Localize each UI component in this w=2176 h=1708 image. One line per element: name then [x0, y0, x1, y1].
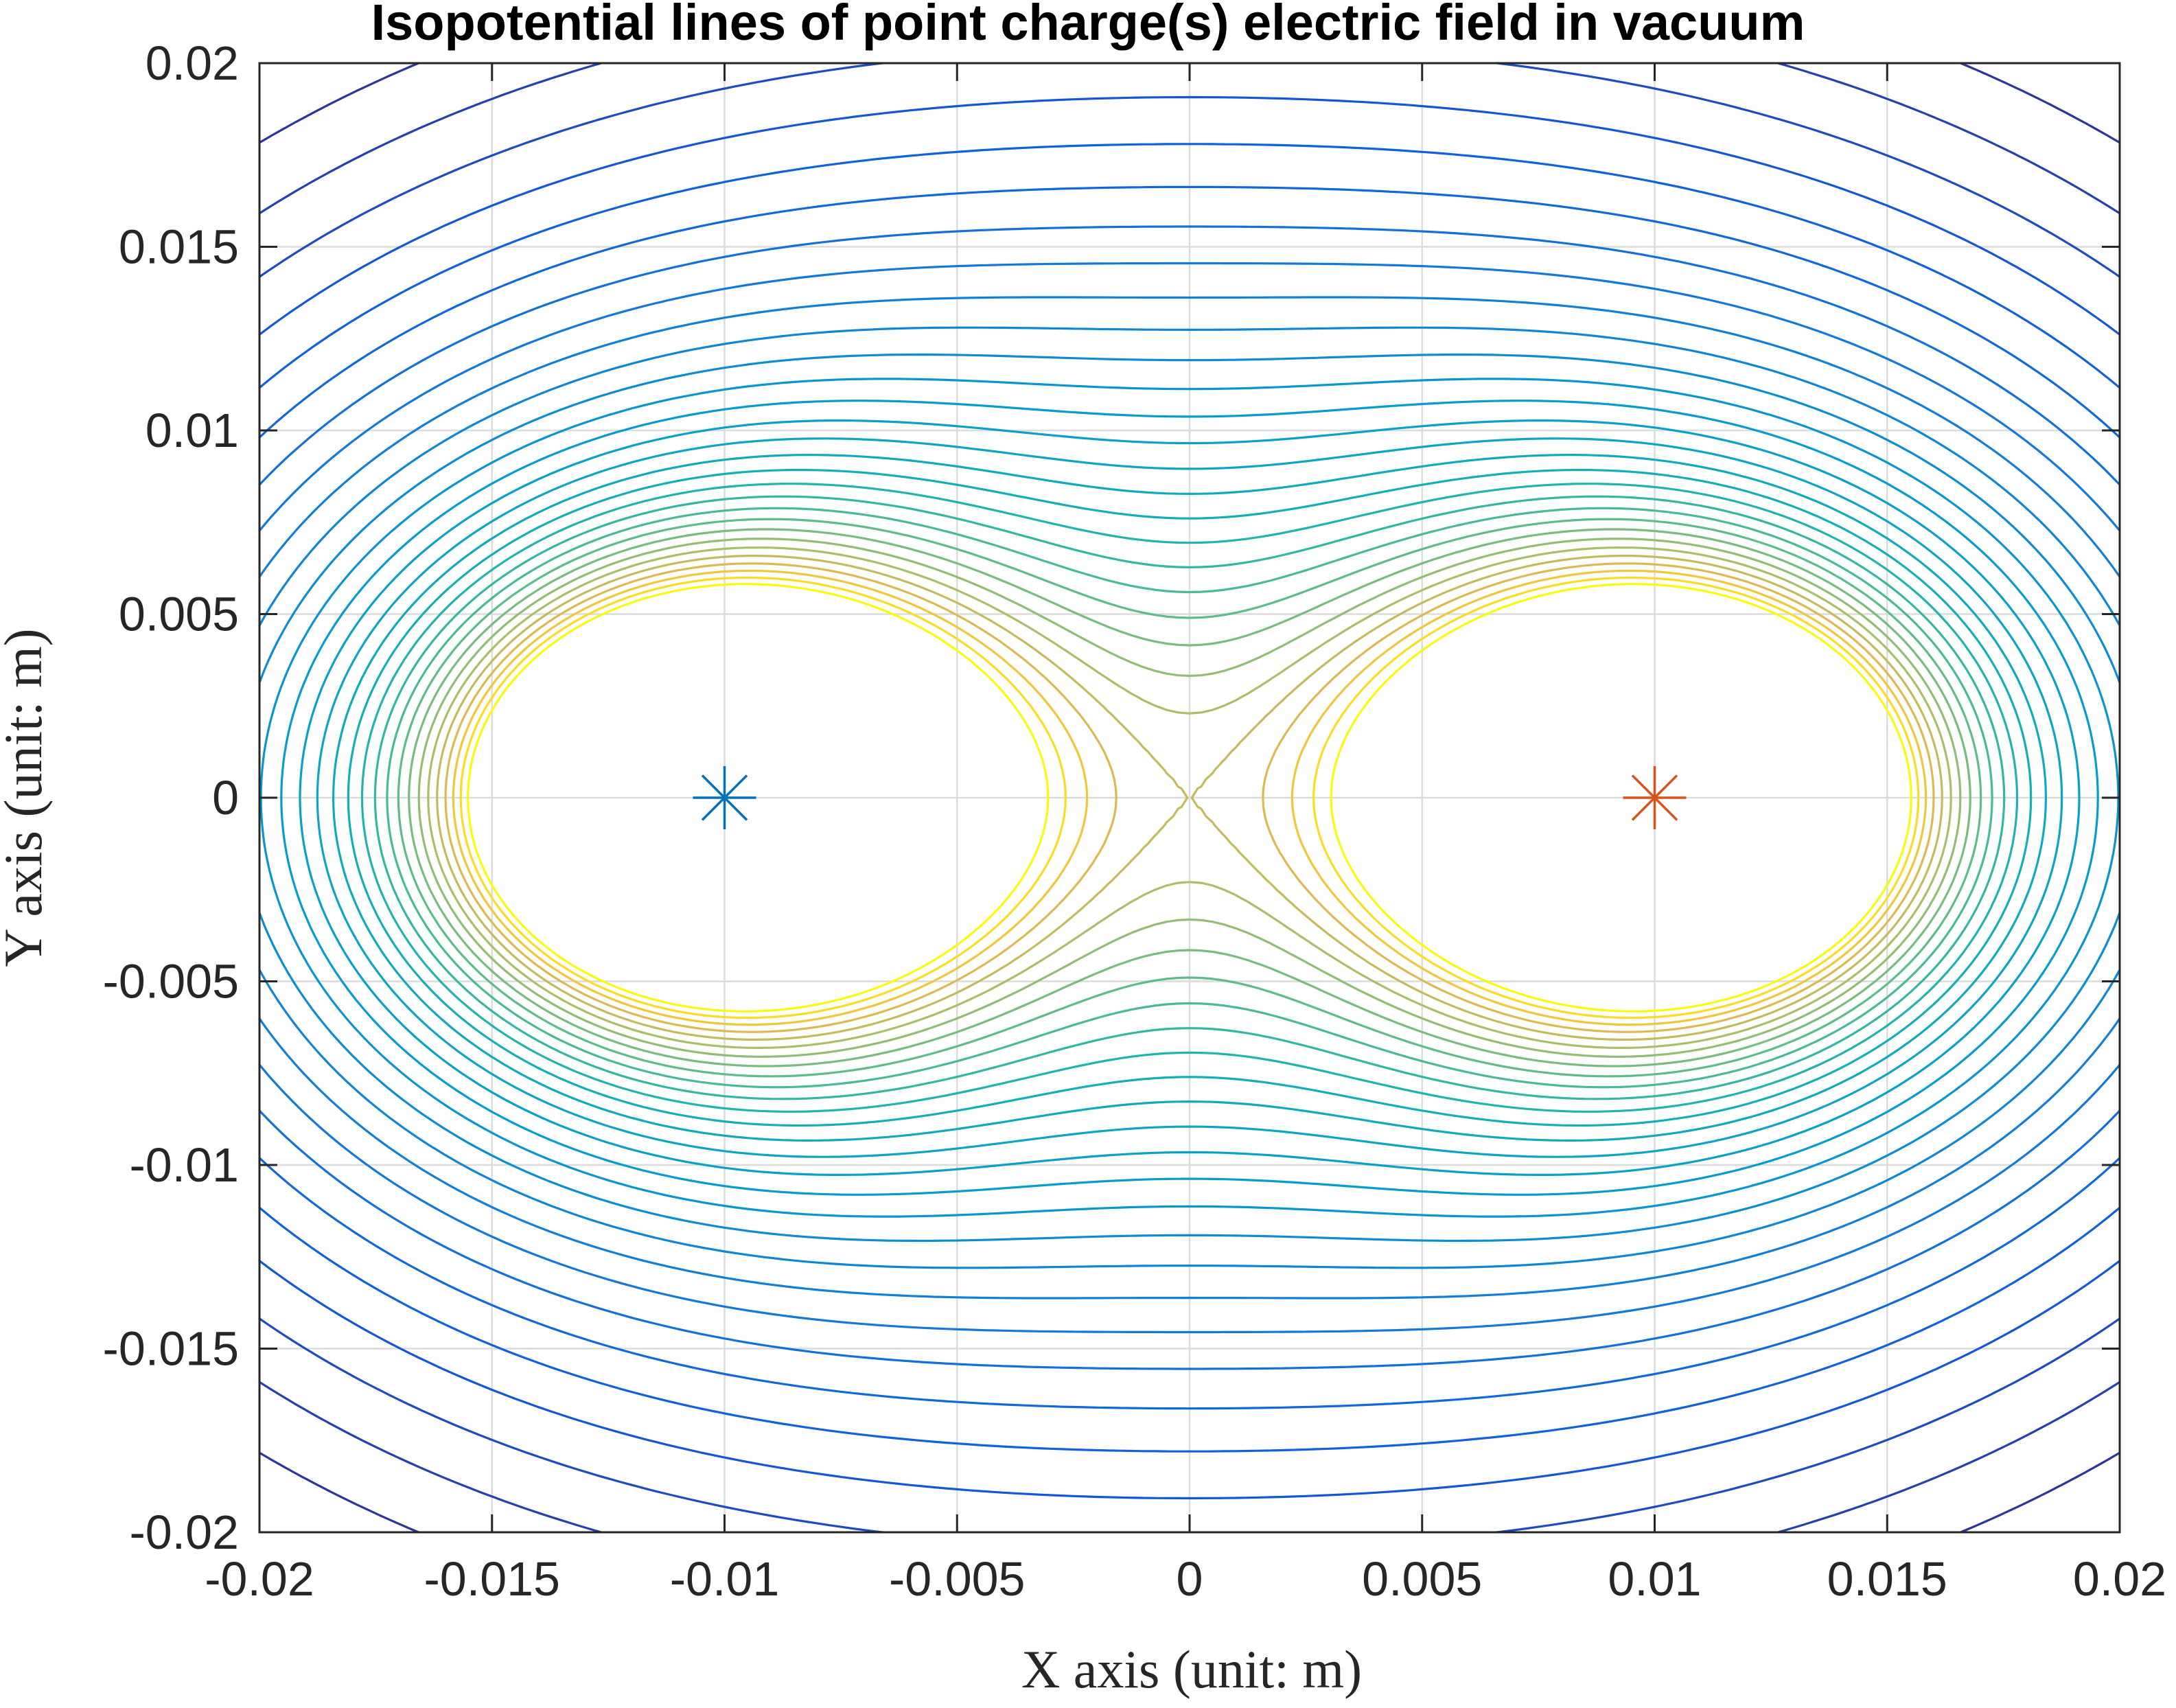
- axis-ticks: [258, 62, 2121, 1534]
- charge-marker-1: [1623, 766, 1687, 829]
- charge-marker-0: [693, 766, 756, 829]
- contour-line-8: [258, 262, 2121, 1334]
- contour-line-15: [316, 437, 2063, 1158]
- contour-line-12: [259, 378, 2120, 1218]
- contour-line-26: [444, 562, 1935, 1033]
- contour-line-20: [386, 507, 1993, 1089]
- contour-line-7: [258, 225, 2121, 1370]
- contour-line-1: [258, 62, 2121, 1534]
- contour-line-18: [360, 483, 2019, 1113]
- contour-line-22: [408, 528, 1971, 1068]
- x-tick-label: 0.01: [1608, 1552, 1701, 1606]
- charge-marker-stroke: [701, 774, 748, 821]
- contour-line-21: [397, 518, 1982, 1078]
- x-tick-label: -0.005: [889, 1552, 1025, 1606]
- contour-line-28: [459, 576, 1920, 1019]
- contour-line-5: [258, 143, 2121, 1453]
- contour-line-2: [258, 62, 2121, 1534]
- chart-title: Isopotential lines of point charge(s) el…: [371, 0, 1805, 51]
- contour-line-6: [258, 185, 2121, 1410]
- contour-line-17: [347, 468, 2033, 1127]
- y-tick-label: -0.02: [129, 1505, 239, 1559]
- contour-line-25: [436, 555, 1943, 1041]
- x-tick-label: -0.01: [670, 1552, 780, 1606]
- y-tick-label: -0.01: [129, 1138, 239, 1192]
- x-tick-label: -0.015: [424, 1552, 560, 1606]
- x-tick-label: -0.02: [205, 1552, 314, 1606]
- contour-line-27: [452, 569, 1928, 1026]
- contour-line-13: [280, 400, 2099, 1196]
- y-tick-label: 0.015: [119, 220, 239, 274]
- y-tick-label: 0.005: [119, 588, 239, 641]
- contour-line-16: [332, 454, 2047, 1142]
- y-tick-label: 0.02: [146, 36, 239, 90]
- y-tick-label: 0: [212, 771, 239, 824]
- y-axis-label: Y axis (unit: m): [0, 628, 53, 967]
- contour-line-24: [427, 546, 1952, 1049]
- contour-line-11: [258, 353, 2121, 1243]
- contour-lines: [258, 62, 2121, 1534]
- contour-line-19: [373, 495, 2006, 1100]
- contour-line-14: [299, 419, 2081, 1176]
- y-tick-label: -0.005: [103, 955, 239, 1008]
- contour-line-29: [467, 583, 1912, 1013]
- contour-line-3: [258, 62, 2121, 1534]
- y-tick-label: 0.01: [146, 404, 239, 457]
- tick-labels: -0.02 -0.015 -0.01 -0.005 0 0.005 0.01 0.015 0.0…: [103, 36, 2167, 1606]
- x-tick-label: 0: [1177, 1552, 1203, 1606]
- contour-line-10: [258, 326, 2121, 1269]
- contour-line-23: [417, 538, 1962, 1058]
- x-tick-label: 0.005: [1362, 1552, 1482, 1606]
- x-axis-label: X axis (unit: m): [1021, 1639, 1362, 1699]
- contour-line-4: [258, 95, 2121, 1500]
- x-tick-label: 0.02: [2073, 1552, 2166, 1606]
- y-tick-label: -0.015: [103, 1322, 239, 1376]
- charge-markers: [693, 766, 1687, 829]
- charge-marker-stroke: [1631, 774, 1678, 821]
- x-tick-label: 0.015: [1827, 1552, 1947, 1606]
- contour-line-9: [258, 296, 2121, 1300]
